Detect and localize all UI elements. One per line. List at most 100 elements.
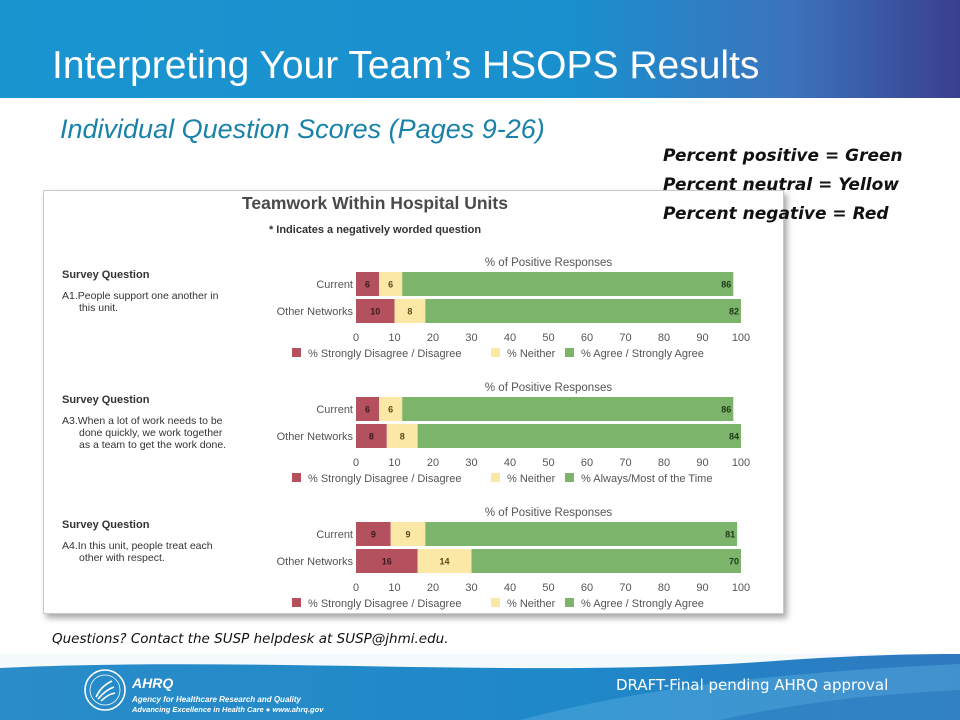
legend-swatch xyxy=(491,473,500,482)
tick-label: 100 xyxy=(732,332,750,344)
bar-segment xyxy=(356,397,380,421)
bar-value-label: 86 xyxy=(721,280,731,290)
bar-value-label: 86 xyxy=(721,405,731,415)
slide-title: Interpreting Your Team’s HSOPS Results xyxy=(52,44,760,87)
tick-label: 80 xyxy=(658,582,670,594)
color-key-positive: Percent positive = Green xyxy=(663,146,903,166)
tick-label: 10 xyxy=(388,457,400,469)
tick-label: 70 xyxy=(619,457,631,469)
survey-question-text: A1.People support one another in xyxy=(62,290,219,302)
survey-question-text: A3.When a lot of work needs to be xyxy=(62,415,223,427)
tick-label: 50 xyxy=(542,457,554,469)
survey-question-heading: Survey Question xyxy=(62,269,150,281)
bar-segment xyxy=(356,299,395,323)
bar-segment xyxy=(402,272,734,296)
tick-label: 60 xyxy=(581,582,593,594)
tick-label: 100 xyxy=(732,582,750,594)
legend-label: % Neither xyxy=(507,473,556,485)
tick-label: 90 xyxy=(696,582,708,594)
tick-label: 20 xyxy=(427,332,439,344)
tick-label: 0 xyxy=(353,457,359,469)
tick-label: 40 xyxy=(504,457,516,469)
legend-label: % Strongly Disagree / Disagree xyxy=(308,473,461,485)
axis-label: % of Positive Responses xyxy=(485,507,612,519)
bar-segment xyxy=(356,549,418,573)
chart-note: * Indicates a negatively worded question xyxy=(269,224,481,236)
legend-swatch xyxy=(292,473,301,482)
tick-label: 0 xyxy=(353,582,359,594)
category-label: Current xyxy=(316,279,353,291)
category-label: Current xyxy=(316,404,353,416)
bar-value-label: 14 xyxy=(440,557,450,567)
tick-label: 60 xyxy=(581,457,593,469)
legend-label: % Strongly Disagree / Disagree xyxy=(308,348,461,360)
tick-label: 80 xyxy=(658,332,670,344)
legend-swatch xyxy=(292,348,301,357)
legend-swatch xyxy=(491,598,500,607)
survey-question-text: as a team to get the work done. xyxy=(79,439,226,451)
bar-segment xyxy=(417,549,472,573)
bar-value-label: 84 xyxy=(729,432,739,442)
contact-line: Questions? Contact the SUSP helpdesk at … xyxy=(52,631,449,647)
chart-panel: Teamwork Within Hospital Units * Indicate… xyxy=(43,190,784,614)
tick-label: 90 xyxy=(696,332,708,344)
color-key-negative: Percent negative = Red xyxy=(663,204,889,224)
bar-value-label: 70 xyxy=(729,557,739,567)
bar-segment xyxy=(356,424,387,448)
survey-question-heading: Survey Question xyxy=(62,519,150,531)
bar-segment xyxy=(386,424,418,448)
bar-value-label: 6 xyxy=(388,280,393,290)
bar-value-label: 6 xyxy=(365,405,370,415)
category-label: Current xyxy=(316,529,353,541)
legend-swatch xyxy=(292,598,301,607)
survey-question-text: A4.In this unit, people treat each xyxy=(62,540,213,552)
bar-value-label: 82 xyxy=(729,307,739,317)
legend-label: % Strongly Disagree / Disagree xyxy=(308,598,461,610)
survey-question-heading: Survey Question xyxy=(62,394,150,406)
bar-segment xyxy=(402,397,734,421)
legend-label: % Neither xyxy=(507,348,556,360)
bar-value-label: 16 xyxy=(382,557,392,567)
bar-value-label: 10 xyxy=(370,307,380,317)
color-key-neutral: Percent neutral = Yellow xyxy=(663,175,899,195)
title-bar xyxy=(0,0,960,98)
footer-wave xyxy=(0,654,960,720)
tick-label: 50 xyxy=(542,582,554,594)
tick-label: 20 xyxy=(427,457,439,469)
chart-svg: Teamwork Within Hospital Units * Indicate… xyxy=(62,193,750,610)
hhs-seal-icon xyxy=(84,669,126,711)
legend-label: % Agree / Strongly Agree xyxy=(581,598,704,610)
tick-label: 30 xyxy=(465,332,477,344)
tick-label: 10 xyxy=(388,582,400,594)
survey-question-text: done quickly, we work together xyxy=(79,427,223,439)
tick-label: 60 xyxy=(581,332,593,344)
bar-segment xyxy=(379,272,403,296)
tick-label: 80 xyxy=(658,457,670,469)
survey-question-text: this unit. xyxy=(79,302,118,314)
footer-bar xyxy=(0,654,960,720)
bar-segment xyxy=(390,522,426,546)
legend-label: % Neither xyxy=(507,598,556,610)
ahrq-logo: AHRQ Agency for Healthcare Research and … xyxy=(82,667,342,714)
tick-label: 70 xyxy=(619,332,631,344)
tick-label: 100 xyxy=(732,457,750,469)
bar-value-label: 8 xyxy=(407,307,412,317)
slide-subtitle: Individual Question Scores (Pages 9-26) xyxy=(60,114,545,144)
bar-value-label: 9 xyxy=(371,530,376,540)
tick-label: 40 xyxy=(504,332,516,344)
bar-segment xyxy=(425,299,741,323)
bar-value-label: 8 xyxy=(400,432,405,442)
tick-label: 30 xyxy=(465,457,477,469)
tick-label: 40 xyxy=(504,582,516,594)
legend-label: % Agree / Strongly Agree xyxy=(581,348,704,360)
bar-segment xyxy=(425,522,738,546)
bar-segment xyxy=(471,549,741,573)
bar-value-label: 81 xyxy=(725,530,735,540)
category-label: Other Networks xyxy=(277,556,354,568)
tick-label: 90 xyxy=(696,457,708,469)
tick-label: 0 xyxy=(353,332,359,344)
draft-notice: DRAFT-Final pending AHRQ approval xyxy=(616,676,889,694)
bar-segment xyxy=(356,522,391,546)
chart-title: Teamwork Within Hospital Units xyxy=(242,193,508,213)
tick-label: 30 xyxy=(465,582,477,594)
